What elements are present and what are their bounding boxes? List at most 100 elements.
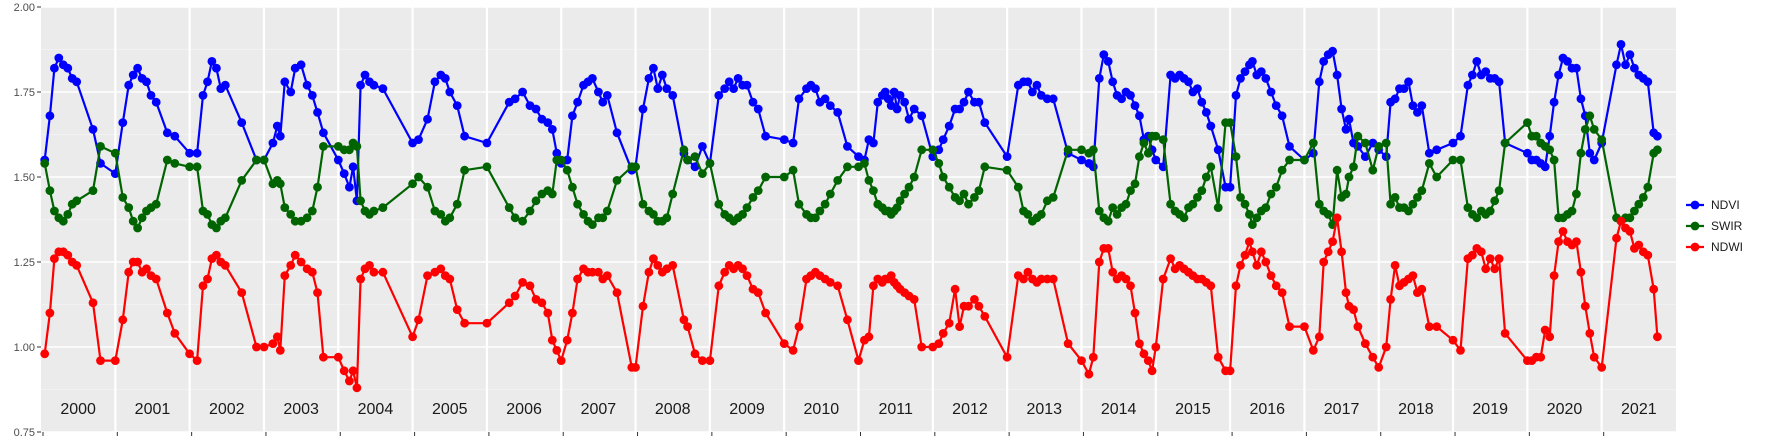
ndvi-point [883, 94, 893, 104]
swir-point [1088, 145, 1098, 155]
ndwi-point [1558, 227, 1568, 236]
ndvi-point [296, 60, 306, 70]
ndwi-point [1130, 308, 1140, 318]
ndvi-point [869, 138, 878, 148]
ndwi-point [1135, 339, 1144, 348]
ndvi-point [1248, 57, 1257, 66]
ndwi-point [365, 261, 374, 270]
ndvi-point [1616, 40, 1626, 49]
ndwi-point [72, 261, 82, 270]
ndvi-point [45, 111, 55, 121]
ndwi-point [1353, 322, 1363, 331]
swir-point [1248, 220, 1257, 230]
ndvi-point [1032, 80, 1042, 90]
facet-label-2002: 2002 [209, 401, 245, 418]
y-tick-label: 1.25 [14, 257, 35, 269]
ndvi-point [356, 80, 365, 90]
ndvi-point [220, 80, 230, 90]
ndvi-point [880, 87, 890, 97]
ndvi-point [1472, 57, 1482, 66]
facet-label-2014: 2014 [1101, 401, 1137, 418]
swir-point [1390, 193, 1400, 202]
ndwi-point [1653, 332, 1662, 342]
ndvi-point [820, 94, 830, 104]
swir-point [1323, 210, 1333, 219]
ndwi-point [1143, 356, 1153, 365]
swir-point [579, 210, 588, 219]
ndvi-point [779, 135, 789, 145]
swir-point [820, 199, 830, 209]
ndwi-point [698, 356, 707, 365]
ndvi-point [1197, 97, 1207, 107]
ndvi-point [1028, 87, 1037, 97]
ndvi-point [280, 77, 290, 87]
ndwi-point [1649, 284, 1659, 294]
ndwi-point [1121, 274, 1131, 284]
ndvi-point [1563, 57, 1572, 66]
ndwi-point [1545, 332, 1555, 342]
swir-point [518, 216, 527, 226]
ndwi-point [259, 342, 269, 352]
ndwi-point [1612, 233, 1621, 243]
ndwi-point [714, 281, 724, 291]
ndvi-point [319, 128, 328, 138]
swir-point [170, 159, 180, 168]
ndwi-point [1490, 264, 1500, 274]
ndwi-point [1456, 346, 1465, 355]
ndwi-point [268, 339, 278, 348]
facet-label-2021: 2021 [1621, 401, 1657, 418]
swir-point [1063, 145, 1073, 155]
ndvi-point [1048, 94, 1058, 104]
swir-point [72, 196, 82, 206]
ndvi-point [1213, 145, 1223, 155]
swir-point [1023, 210, 1033, 219]
swir-point [1353, 131, 1363, 141]
swir-point [705, 159, 715, 168]
swir-point [504, 203, 514, 213]
swir-point [1386, 199, 1395, 209]
ndvi-point [378, 84, 388, 93]
ndvi-point [1448, 138, 1458, 148]
swir-point [1108, 203, 1118, 213]
ndvi-point [1108, 77, 1118, 87]
ndvi-point [1285, 142, 1294, 151]
facet-label-2003: 2003 [283, 401, 319, 418]
ndwi-point [1360, 339, 1370, 348]
ndvi-point [733, 74, 743, 83]
swir-point [568, 182, 577, 192]
ndvi-point [1099, 50, 1109, 59]
ndvi-point [146, 91, 156, 100]
ndvi-point [423, 114, 432, 124]
ndwi-point [272, 332, 282, 342]
ndwi-point [307, 267, 317, 277]
ndwi-point [1643, 250, 1653, 260]
ndvi-point [1643, 77, 1653, 87]
ndvi-point [1261, 74, 1271, 83]
ndvi-point [360, 70, 370, 80]
facet-label-2010: 2010 [804, 401, 840, 418]
y-tick-label: 1.00 [14, 342, 35, 354]
ndvi-point [843, 142, 852, 151]
ndwi-point [1088, 352, 1098, 362]
swir-point [1314, 199, 1324, 209]
ndwi-point [1094, 257, 1104, 267]
swir-point [1094, 206, 1104, 216]
ndwi-point [779, 339, 789, 348]
ndwi-point [348, 366, 358, 376]
ndwi-point [1252, 261, 1262, 270]
ndwi-point [909, 295, 919, 304]
ndwi-point [964, 301, 973, 311]
ndvi-point [460, 131, 469, 141]
facet-label-2019: 2019 [1472, 401, 1508, 418]
ndwi-point [594, 267, 603, 277]
ndwi-point [1077, 356, 1086, 365]
ndwi-point [668, 261, 678, 270]
swir-point [1341, 189, 1351, 199]
ndvi-point [1494, 77, 1504, 87]
swir-point [452, 199, 462, 209]
ndvi-point [602, 91, 612, 100]
ndvi-point [1589, 155, 1599, 165]
facet-label-2016: 2016 [1249, 401, 1285, 418]
ndvi-point [1130, 101, 1140, 110]
ndwi-point [1300, 322, 1309, 331]
